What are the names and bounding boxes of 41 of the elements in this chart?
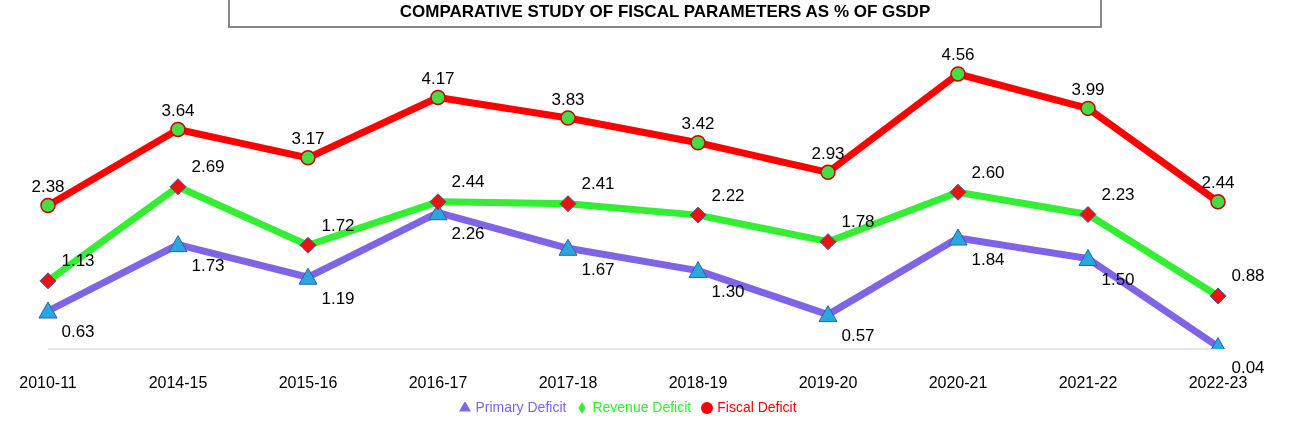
data-label: 3.17	[291, 129, 325, 149]
data-label: 1.67	[581, 259, 615, 279]
legend-label: Fiscal Deficit	[717, 399, 797, 415]
x-tick-label: 2022-23	[1188, 374, 1248, 392]
x-tick-label: 2018-19	[668, 374, 728, 392]
data-label: 1.78	[841, 212, 875, 232]
chart-title: COMPARATIVE STUDY OF FISCAL PARAMETERS AS % OF GSDP	[228, 0, 1102, 28]
data-label: 1.84	[971, 249, 1005, 269]
data-label: 2.93	[811, 143, 845, 163]
data-label: 3.99	[1071, 79, 1105, 99]
data-label: 0.57	[841, 326, 875, 346]
data-label: 4.17	[421, 69, 455, 88]
data-label: 3.83	[551, 89, 585, 109]
data-label: 2.44	[451, 172, 485, 192]
data-label: 2.26	[451, 224, 485, 244]
data-label: 1.73	[191, 256, 225, 276]
data-label: 2.60	[971, 162, 1005, 182]
x-tick-label: 2016-17	[408, 374, 468, 392]
data-label: 2.69	[191, 157, 225, 177]
x-tick-label: 2017-18	[538, 374, 598, 392]
x-tick-label: 2019-20	[798, 374, 858, 392]
x-tick-label: 2014-15	[148, 374, 208, 392]
legend-label: Primary Deficit	[475, 399, 567, 415]
data-label: 1.72	[321, 215, 355, 235]
x-tick-label: 2021-22	[1058, 374, 1118, 392]
data-label: 3.64	[161, 100, 195, 120]
data-label: 2.44	[1201, 173, 1235, 193]
x-tick-label: 2015-16	[278, 374, 338, 392]
data-label: 1.19	[321, 288, 355, 308]
data-label: 1.30	[711, 282, 745, 302]
legend-label: Revenue Deficit	[592, 399, 692, 415]
x-tick-label: 2010-11	[19, 374, 77, 392]
data-label: 2.23	[1101, 185, 1135, 204]
data-label: 2.41	[581, 174, 615, 194]
data-label: 2.38	[31, 176, 65, 196]
x-tick-label: 2020-21	[928, 374, 988, 392]
data-label: 2.22	[711, 185, 745, 205]
data-label: 4.56	[941, 45, 975, 65]
data-label: 0.88	[1231, 266, 1265, 286]
data-label: 3.42	[681, 114, 715, 134]
data-label: 0.63	[61, 322, 95, 342]
